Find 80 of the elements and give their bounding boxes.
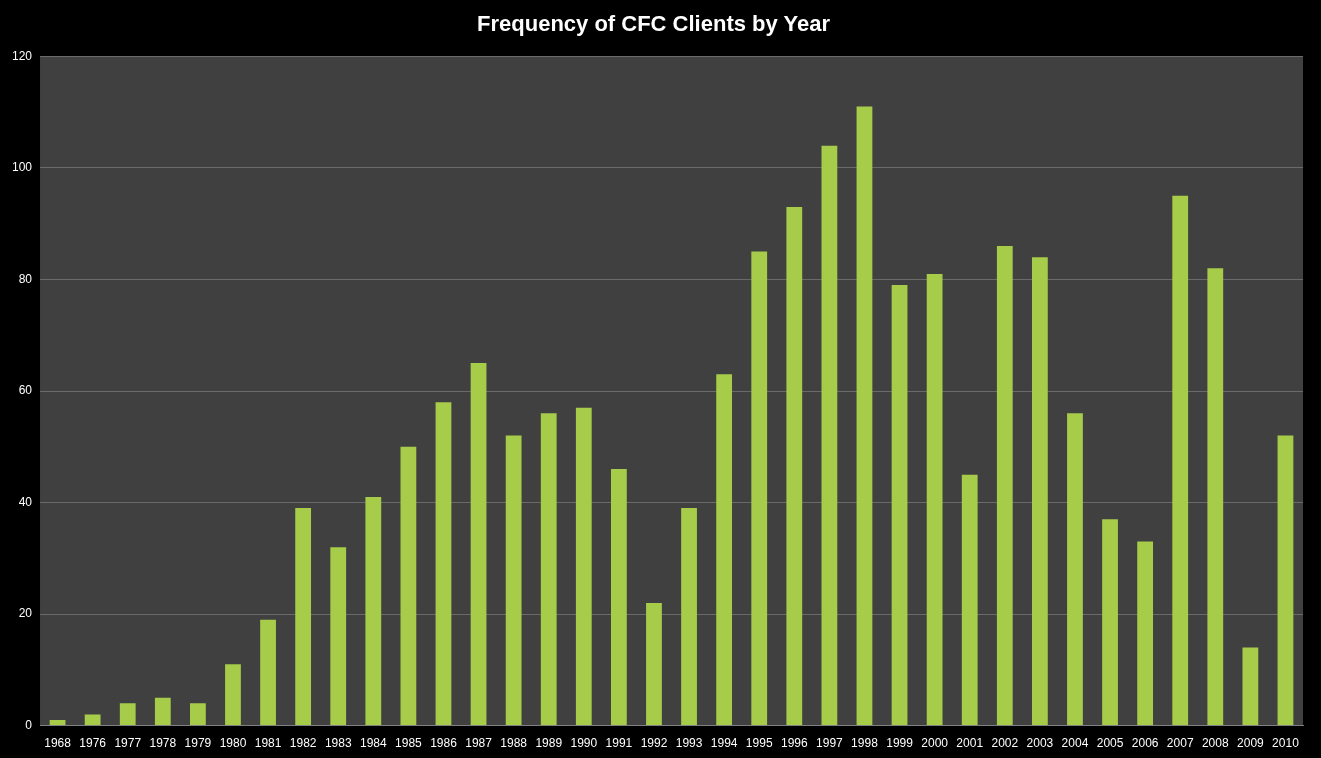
bar — [1137, 541, 1154, 726]
bar — [1067, 413, 1083, 726]
bar — [1207, 268, 1224, 726]
y-tick-label: 40 — [18, 494, 33, 509]
bar — [540, 413, 557, 726]
x-tick-label: 1982 — [289, 736, 317, 751]
bar — [646, 602, 662, 726]
x-tick-label: 2007 — [1166, 736, 1194, 751]
x-tick-label: 1976 — [79, 736, 107, 751]
x-tick-label: 2005 — [1096, 736, 1124, 751]
x-tick-label: 2001 — [956, 736, 984, 751]
bar — [505, 435, 522, 726]
bar — [365, 496, 382, 726]
x-tick-label: 1991 — [605, 736, 633, 751]
x-tick-label: 1979 — [184, 736, 212, 751]
x-tick-label: 2008 — [1201, 736, 1229, 751]
bar — [821, 145, 838, 726]
bar — [856, 106, 873, 726]
x-tick-label: 1983 — [324, 736, 352, 751]
x-tick-label: 2004 — [1061, 736, 1089, 751]
x-tick-label: 1990 — [570, 736, 598, 751]
x-tick-label: 1989 — [535, 736, 563, 751]
y-tick-label: 100 — [11, 160, 33, 175]
x-tick-label: 2010 — [1272, 736, 1300, 751]
bar — [1277, 435, 1294, 726]
bar — [1172, 195, 1189, 726]
x-tick-label: 1978 — [149, 736, 177, 751]
x-tick-label: 1999 — [886, 736, 914, 751]
bar — [891, 285, 908, 726]
x-tick-label: 1986 — [430, 736, 458, 751]
bar — [260, 619, 276, 726]
x-tick-label: 1993 — [675, 736, 703, 751]
bar — [295, 508, 312, 726]
bar — [610, 469, 627, 726]
bar — [996, 246, 1013, 726]
x-tick-label: 1981 — [254, 736, 282, 751]
x-tick-label: 1980 — [219, 736, 247, 751]
bar — [1102, 519, 1118, 726]
bar — [751, 251, 768, 726]
x-tick-label: 1968 — [44, 736, 72, 751]
x-tick-label: 1998 — [851, 736, 879, 751]
bar — [49, 720, 66, 726]
x-tick-label: 1987 — [465, 736, 493, 751]
y-tick-label: 20 — [18, 606, 33, 621]
x-tick-label: 2003 — [1026, 736, 1054, 751]
bar — [190, 703, 206, 726]
y-tick-label: 0 — [25, 717, 33, 732]
bar — [119, 703, 136, 726]
bar — [1242, 647, 1259, 726]
x-tick-label: 1992 — [640, 736, 668, 751]
bar — [154, 697, 171, 726]
bar — [84, 714, 101, 726]
bar — [435, 402, 452, 726]
bar — [786, 206, 803, 726]
bar — [681, 508, 697, 726]
x-tick-label: 1996 — [780, 736, 808, 751]
x-tick-label: 1994 — [710, 736, 738, 751]
y-tick-label: 60 — [18, 383, 33, 398]
bar — [961, 474, 978, 726]
chart-title: Frequency of CFC Clients by Year — [477, 11, 831, 37]
x-tick-label: 1985 — [395, 736, 423, 751]
x-tick-label: 1977 — [114, 736, 142, 751]
bar — [470, 363, 487, 726]
x-tick-label: 2009 — [1237, 736, 1265, 751]
x-tick-label: 1984 — [359, 736, 387, 751]
bar — [716, 374, 733, 726]
bar — [225, 664, 241, 726]
y-tick-label: 120 — [11, 48, 33, 63]
x-tick-label: 2006 — [1131, 736, 1159, 751]
y-tick-label: 80 — [18, 271, 33, 286]
bar — [400, 446, 417, 726]
bar — [1031, 257, 1048, 726]
x-tick-label: 2002 — [991, 736, 1019, 751]
x-tick-label: 2000 — [921, 736, 949, 751]
x-tick-label: 1995 — [745, 736, 773, 751]
bar — [330, 547, 347, 726]
bar — [575, 407, 592, 726]
x-tick-label: 1988 — [500, 736, 528, 751]
bar — [926, 273, 943, 726]
x-tick-label: 1997 — [816, 736, 844, 751]
